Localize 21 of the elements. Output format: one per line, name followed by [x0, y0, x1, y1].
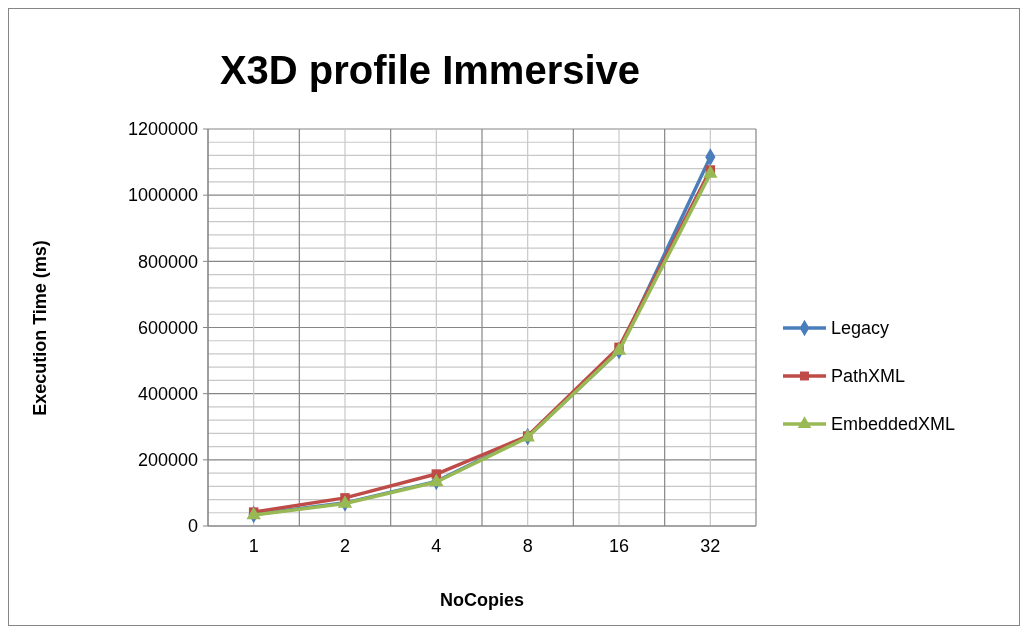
y-tick-label: 1200000	[127, 119, 198, 140]
y-tick-label: 800000	[137, 251, 198, 272]
x-tick-label: 32	[700, 536, 721, 556]
x-axis-title: NoCopies	[439, 590, 525, 610]
y-axis-title: Execution Time (ms)	[30, 240, 50, 416]
x-tick-label: 4	[431, 536, 442, 556]
point	[429, 473, 444, 487]
legend-label: Legacy	[831, 318, 890, 339]
legend-label: PathXML	[831, 366, 906, 387]
legend-label: EmbeddedXML	[831, 414, 956, 435]
chart-title: X3D profile Immersive	[219, 48, 641, 92]
y-tick-label: 0	[187, 516, 198, 537]
y-tick-label: 1000000	[127, 185, 198, 206]
y-tick-label: 400000	[137, 383, 198, 404]
x-tick-label: 2	[339, 536, 351, 556]
x-tick-label: 16	[608, 536, 630, 556]
x-tick-label: 1	[248, 536, 259, 556]
x-tick-label: 8	[522, 536, 533, 556]
point	[337, 495, 353, 508]
y-tick-label: 200000	[137, 450, 198, 471]
y-tick-label: 600000	[137, 317, 198, 338]
